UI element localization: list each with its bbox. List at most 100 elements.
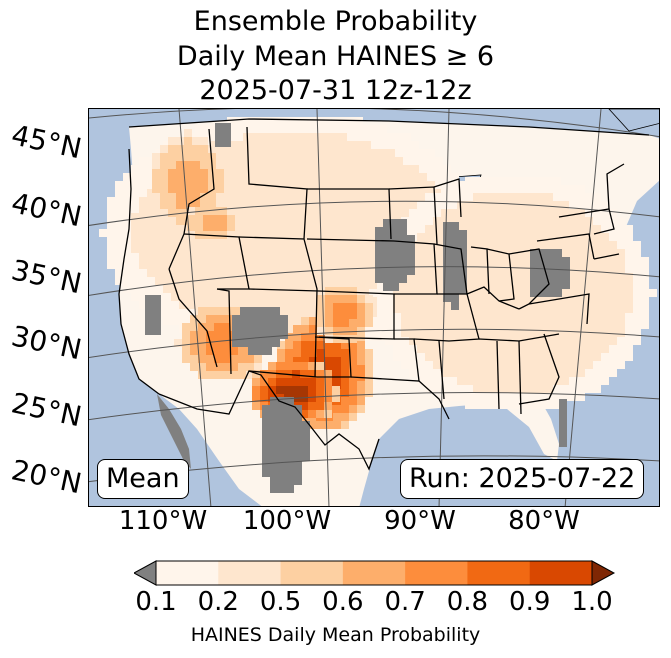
- probability-cell: [561, 345, 569, 353]
- probability-cell: [331, 189, 339, 197]
- probability-cell: [433, 209, 441, 217]
- probability-cell: [441, 385, 449, 393]
- probability-cell: [489, 337, 497, 345]
- no-data-cell: [264, 307, 272, 315]
- no-data-cell: [538, 273, 546, 281]
- probability-cell: [323, 125, 331, 133]
- probability-cell: [283, 229, 291, 237]
- probability-cell: [275, 229, 283, 237]
- no-data-cell: [294, 445, 302, 453]
- probability-cell: [246, 371, 254, 379]
- probability-cell: [569, 377, 577, 385]
- no-data-cell: [383, 227, 391, 235]
- no-data-cell: [270, 429, 278, 437]
- probability-cell: [617, 321, 625, 329]
- probability-cell: [315, 141, 323, 149]
- probability-cell: [363, 229, 371, 237]
- probability-cell: [433, 297, 441, 305]
- no-data-cell: [391, 251, 399, 259]
- probability-cell: [192, 185, 200, 193]
- probability-cell: [569, 201, 577, 209]
- probability-cell: [323, 165, 331, 173]
- probability-cell: [513, 393, 521, 401]
- probability-cell: [275, 117, 283, 125]
- probability-cell: [409, 337, 417, 345]
- probability-cell: [227, 231, 235, 239]
- run-date-badge: Run: 2025-07-22: [400, 459, 645, 499]
- probability-cell: [219, 301, 227, 309]
- probability-cell: [267, 165, 275, 173]
- probability-cell: [561, 385, 569, 393]
- probability-cell: [291, 277, 299, 285]
- probability-cell: [200, 137, 208, 145]
- probability-cell: [529, 401, 537, 409]
- lat-label-35: 35°N: [8, 253, 85, 301]
- colorbar-tick-label: 0.5: [259, 587, 302, 617]
- probability-cell: [441, 201, 449, 209]
- probability-cell: [609, 297, 617, 305]
- probability-cell: [357, 381, 365, 389]
- probability-cell: [333, 349, 341, 357]
- probability-cell: [333, 381, 341, 389]
- probability-cell: [307, 237, 315, 245]
- probability-cell: [211, 301, 219, 309]
- probability-cell: [331, 277, 339, 285]
- probability-cell: [387, 149, 395, 157]
- probability-cell: [617, 329, 625, 337]
- probability-cell: [291, 181, 299, 189]
- probability-cell: [277, 341, 285, 349]
- probability-cell: [339, 269, 347, 277]
- probability-cell: [187, 207, 195, 215]
- probability-cell: [561, 201, 569, 209]
- probability-cell: [489, 177, 497, 185]
- probability-cell: [139, 293, 147, 301]
- no-data-cell: [459, 254, 467, 262]
- probability-cell: [251, 253, 259, 261]
- probability-cell: [275, 125, 283, 133]
- no-data-cell: [248, 307, 256, 315]
- probability-cell: [473, 305, 481, 313]
- probability-cell: [585, 353, 593, 361]
- probability-cell: [268, 378, 276, 386]
- probability-cell: [425, 241, 433, 249]
- probability-cell: [251, 213, 259, 221]
- probability-cell: [301, 317, 309, 325]
- no-data-cell: [278, 453, 286, 461]
- probability-cell: [323, 173, 331, 181]
- probability-cell: [251, 165, 259, 173]
- probability-cell: [537, 337, 545, 345]
- probability-cell: [481, 241, 489, 249]
- lat-label-20: 20°N: [8, 453, 85, 501]
- probability-cell: [324, 386, 332, 394]
- probability-cell: [309, 317, 317, 325]
- probability-cell: [203, 223, 211, 231]
- probability-cell: [625, 329, 633, 337]
- probability-cell: [489, 377, 497, 385]
- probability-cell: [473, 201, 481, 209]
- probability-cell: [324, 402, 332, 410]
- probability-cell: [609, 329, 617, 337]
- probability-cell: [115, 229, 123, 237]
- probability-cell: [465, 233, 473, 241]
- probability-cell: [569, 305, 577, 313]
- probability-cell: [481, 217, 489, 225]
- probability-cell: [139, 245, 147, 253]
- probability-cell: [401, 361, 409, 369]
- probability-cell: [465, 281, 473, 289]
- probability-cell: [187, 301, 195, 309]
- probability-cell: [363, 245, 371, 253]
- probability-cell: [300, 402, 308, 410]
- probability-cell: [333, 295, 341, 303]
- probability-cell: [365, 295, 373, 303]
- probability-cell: [401, 353, 409, 361]
- probability-cell: [115, 213, 123, 221]
- probability-cell: [489, 289, 497, 297]
- no-data-cell: [278, 437, 286, 445]
- probability-cell: [251, 141, 259, 149]
- probability-cell: [433, 385, 441, 393]
- probability-cell: [192, 201, 200, 209]
- probability-cell: [473, 369, 481, 377]
- probability-cell: [171, 229, 179, 237]
- probability-cell: [325, 365, 333, 373]
- probability-cell: [601, 377, 609, 385]
